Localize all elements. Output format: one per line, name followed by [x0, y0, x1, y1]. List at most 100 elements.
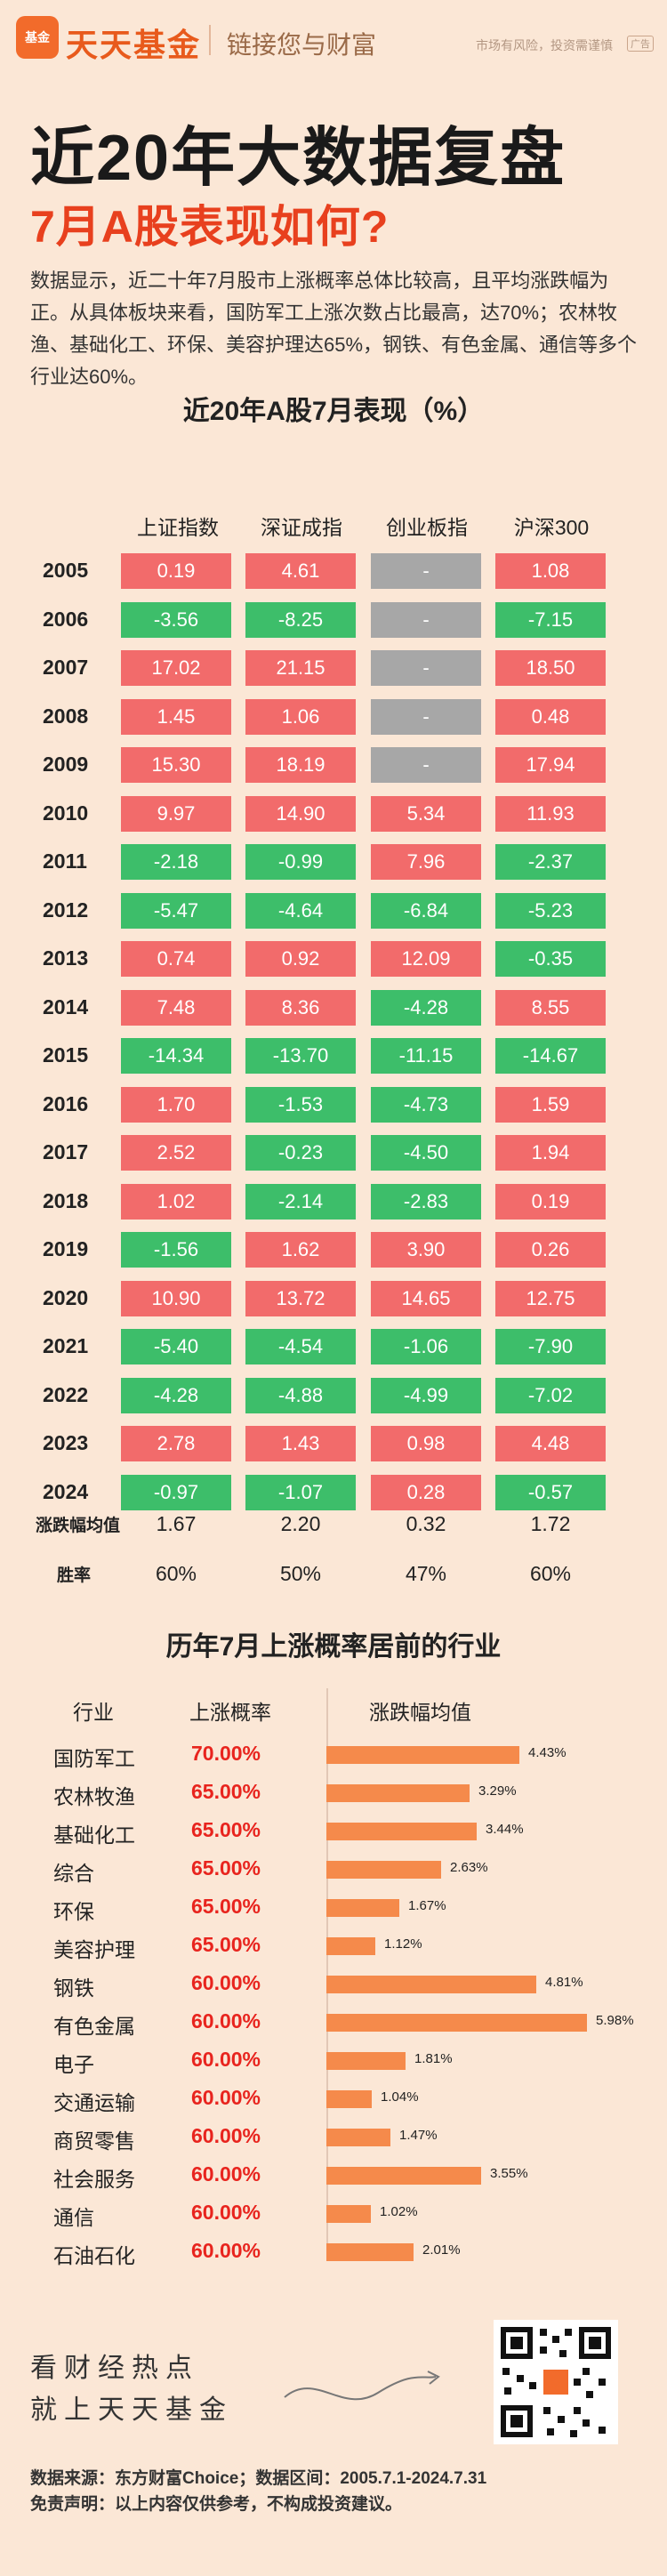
industry-name: 有色金属 — [53, 2015, 135, 2038]
brand-slogan: 链接您与财富 — [227, 31, 377, 59]
table-cell: -5.40 — [121, 1329, 231, 1364]
table-row: 2007 17.02 21.15-18.50 — [0, 650, 667, 686]
table-cell: 14.90 — [245, 795, 356, 832]
summary-value: 0.32 — [406, 1512, 446, 1535]
row-year: 2021 — [43, 1334, 89, 1357]
industry-probability: 60.00% — [191, 1971, 261, 1994]
table-cell: 1.59 — [495, 1086, 606, 1123]
industry-bar — [326, 1937, 375, 1955]
row-year: 2018 — [43, 1188, 89, 1212]
row-year: 2013 — [43, 946, 89, 970]
industry-probability: 60.00% — [191, 2124, 261, 2147]
table-cell: -7.02 — [495, 1377, 606, 1413]
table-row: 2013 0.74 0.92 12.09 -0.35 — [0, 941, 667, 977]
industry-header-name: 行业 — [73, 1701, 114, 1724]
industry-bar-label: 1.04% — [381, 2089, 419, 2105]
industry-bar-label: 4.81% — [545, 1975, 583, 1990]
arrow-icon — [284, 2371, 440, 2401]
table-row: 2018 1.02 -2.14 -2.83 0.19 — [0, 1183, 667, 1220]
industry-probability: 65.00% — [191, 1933, 261, 1956]
industry-bar — [326, 1976, 536, 1993]
table-cell: 17.94 — [495, 747, 606, 783]
summary-value: 60% — [529, 1562, 572, 1585]
industry-probability: 60.00% — [191, 2201, 261, 2224]
summary-row: 胜率 60% 50% 47% 60% — [0, 1562, 667, 1598]
table-cell: 12.75 — [495, 1280, 606, 1316]
brand-name: 天天基金 — [66, 27, 202, 63]
table-cell: -5.23 — [495, 892, 606, 929]
summary-value: 1.67 — [156, 1512, 197, 1535]
table-cell: 1.94 — [495, 1135, 606, 1171]
industry-probability: 60.00% — [191, 2009, 261, 2033]
table-cell: 0.48 — [495, 698, 606, 735]
table-row: 2011 -2.18 -0.99 7.96 -2.37 — [0, 844, 667, 880]
table-row: 2024 -0.97 -1.07 0.28 -0.57 — [0, 1474, 667, 1510]
row-year: 2020 — [43, 1285, 89, 1309]
table-cell: 18.50 — [495, 650, 606, 686]
footer-slogan-2: 就上天天基金 — [30, 2395, 233, 2425]
summary-value: 50% — [279, 1562, 322, 1585]
table-row: 2009 15.30 18.19-17.94 — [0, 747, 667, 783]
row-year: 2022 — [43, 1382, 89, 1406]
industry-probability: 60.00% — [191, 2048, 261, 2071]
table-cell: 1.62 — [245, 1232, 356, 1268]
industry-probability: 65.00% — [191, 1780, 261, 1803]
industry-bar-label: 1.67% — [408, 1898, 446, 1913]
industry-header-avg: 涨跌幅均值 — [369, 1701, 471, 1724]
table-row: 2021 -5.40 -4.54 -1.06 -7.90 — [0, 1329, 667, 1364]
table-cell: 0.26 — [495, 1232, 606, 1268]
industry-bar-label: 4.43% — [528, 1745, 567, 1760]
table-cell: 4.48 — [495, 1426, 606, 1461]
header: 基金 天天基金 链接您与财富 市场有风险，投资需谨慎 广告 — [0, 0, 667, 80]
table-cell: -14.67 — [495, 1038, 606, 1074]
table-cell: 2.78 — [121, 1426, 231, 1461]
table-cell: 0.92 — [245, 941, 356, 977]
column-header-hs300: 沪深300 — [513, 516, 590, 539]
industry-bar-label: 3.29% — [478, 1783, 517, 1799]
footer-slogan-1: 看财经热点 — [30, 2354, 199, 2383]
row-year: 2008 — [43, 704, 89, 728]
table-row: 2014 7.48 8.36 -4.28 8.55 — [0, 989, 667, 1026]
table-cell: -4.50 — [371, 1135, 481, 1171]
industry-row: 有色金属 60.00% 5.98% — [0, 2008, 667, 2040]
table-row: 2008 1.45 1.06-0.48 — [0, 698, 667, 735]
table-cell: 15.30 — [121, 747, 231, 783]
industry-probability: 65.00% — [191, 1895, 261, 1918]
page-subtitle: 7月A股表现如何? — [30, 202, 390, 252]
qr-code-icon[interactable] — [494, 2320, 618, 2444]
row-year: 2015 — [43, 1043, 89, 1067]
row-year: 2009 — [43, 753, 89, 776]
table-cell: -2.18 — [121, 844, 231, 880]
table-cell: -4.28 — [121, 1377, 231, 1413]
table-cell: -8.25 — [245, 601, 356, 638]
table-row: 2023 2.78 1.43 0.98 4.48 — [0, 1426, 667, 1461]
industry-name: 综合 — [53, 1862, 94, 1885]
industry-probability: 60.00% — [191, 2162, 261, 2186]
table-cell: 1.08 — [495, 553, 606, 589]
industry-name: 美容护理 — [53, 1938, 135, 1961]
table-cell: 0.28 — [371, 1474, 481, 1510]
table-cell: 10.90 — [121, 1280, 231, 1316]
industry-name: 石油石化 — [53, 2244, 135, 2267]
industry-row: 美容护理 65.00% 1.12% — [0, 1931, 667, 1963]
table-row: 2022 -4.28 -4.88 -4.99 -7.02 — [0, 1377, 667, 1413]
industry-row: 电子 60.00% 1.81% — [0, 2046, 667, 2078]
industry-section-title: 历年7月上涨概率居前的行业 — [165, 1632, 502, 1662]
header-divider — [209, 25, 211, 55]
data-source: 数据来源：东方财富Choice；数据区间：2005.7.1-2024.7.31 — [30, 2469, 487, 2488]
table-row: 2019 -1.56 1.62 3.90 0.26 — [0, 1232, 667, 1268]
table-row: 2020 10.90 13.72 14.65 12.75 — [0, 1280, 667, 1316]
industry-name: 交通运输 — [53, 2091, 135, 2114]
table-row: 2017 2.52 -0.23 -4.50 1.94 — [0, 1135, 667, 1171]
column-header-sz: 深证成指 — [261, 516, 342, 539]
industry-row: 环保 65.00% 1.67% — [0, 1893, 667, 1925]
table-cell: 1.45 — [121, 698, 231, 735]
column-header-sh: 上证指数 — [137, 516, 219, 539]
industry-bar — [326, 2090, 372, 2108]
table-cell: - — [371, 553, 481, 589]
industry-bar — [326, 1823, 477, 1840]
industry-name: 社会服务 — [53, 2168, 135, 2191]
industry-row: 通信 60.00% 1.02% — [0, 2199, 667, 2231]
table-cell: 11.93 — [495, 795, 606, 832]
table-cell: -7.90 — [495, 1329, 606, 1364]
